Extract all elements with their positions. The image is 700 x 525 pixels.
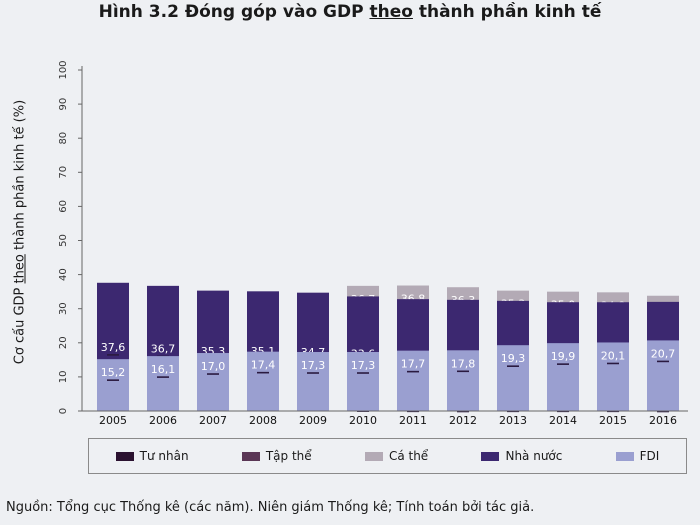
x-tick-label: 2007 bbox=[199, 414, 227, 427]
data-label: 37,6 bbox=[101, 341, 126, 354]
x-tick-label: 2008 bbox=[249, 414, 277, 427]
y-tick-label: 90 bbox=[58, 98, 69, 111]
title-underlined: theo bbox=[369, 2, 413, 22]
legend: Tư nhân Tập thể Cá thể Nhà nước FDI bbox=[88, 438, 687, 474]
legend-item: Tư nhân bbox=[115, 449, 189, 463]
legend-swatch bbox=[241, 451, 260, 461]
y-tick-label: 0 bbox=[58, 408, 69, 414]
y-tick-label: 40 bbox=[58, 268, 69, 281]
data-label: 17,7 bbox=[401, 358, 426, 371]
data-label: 17,4 bbox=[251, 359, 276, 372]
data-label: 20,7 bbox=[651, 347, 676, 360]
legend-item: Nhà nước bbox=[481, 449, 562, 463]
data-label: 15,2 bbox=[101, 366, 126, 379]
legend-swatch bbox=[481, 451, 500, 461]
source-note: Nguồn: Tổng cục Thống kê (các năm). Niên… bbox=[6, 500, 535, 515]
x-tick-label: 2006 bbox=[149, 414, 177, 427]
y-tick-label: 30 bbox=[58, 302, 69, 315]
title-suffix: thành phần kinh tế bbox=[412, 2, 602, 22]
bar-segment bbox=[397, 350, 429, 411]
legend-item: Cá thể bbox=[364, 449, 429, 463]
data-label: 17,8 bbox=[451, 357, 476, 370]
x-tick-label: 2013 bbox=[499, 414, 527, 427]
bar-segment bbox=[147, 356, 179, 411]
x-tick-label: 2005 bbox=[99, 414, 127, 427]
legend-swatch bbox=[115, 451, 134, 461]
x-tick-label: 2016 bbox=[649, 414, 677, 427]
y-tick-label: 60 bbox=[58, 200, 69, 213]
bar-segment bbox=[547, 343, 579, 411]
legend-label: Nhà nước bbox=[505, 449, 563, 463]
data-label: 17,3 bbox=[301, 359, 326, 372]
data-label: 17,0 bbox=[201, 360, 226, 373]
x-tick-label: 2014 bbox=[549, 414, 577, 427]
data-label: 19,9 bbox=[551, 350, 576, 363]
legend-swatch bbox=[615, 451, 634, 461]
bar-segment bbox=[597, 342, 629, 411]
data-label: 17,3 bbox=[351, 359, 376, 372]
bar-segment bbox=[347, 352, 379, 411]
legend-label: Tư nhân bbox=[139, 449, 189, 463]
data-label: 19,3 bbox=[501, 352, 526, 365]
x-tick-label: 2011 bbox=[399, 414, 427, 427]
legend-label: Tập thể bbox=[265, 449, 312, 463]
stacked-bar-chart: 01020304050607080901008,56,732,137,615,2… bbox=[58, 60, 688, 427]
bar-segment bbox=[97, 359, 129, 411]
x-tick-label: 2010 bbox=[349, 414, 377, 427]
bar-segment bbox=[297, 352, 329, 411]
bar-segment bbox=[647, 340, 679, 411]
bar-segment bbox=[447, 350, 479, 411]
y-tick-label: 100 bbox=[58, 60, 69, 79]
chart-title: Hình 3.2 Đóng góp vào GDP theo thành phầ… bbox=[0, 2, 700, 22]
bar-segment bbox=[197, 353, 229, 411]
legend-item: FDI bbox=[615, 449, 660, 463]
x-tick-label: 2015 bbox=[599, 414, 627, 427]
x-tick-label: 2009 bbox=[299, 414, 327, 427]
y-tick-label: 70 bbox=[58, 166, 69, 179]
legend-swatch bbox=[364, 451, 383, 461]
legend-label: FDI bbox=[639, 449, 660, 463]
bar-segment bbox=[247, 351, 279, 411]
legend-item: Tập thể bbox=[241, 449, 312, 463]
data-label: 36,7 bbox=[151, 342, 176, 355]
data-label: 16,1 bbox=[151, 363, 176, 376]
y-tick-label: 20 bbox=[58, 336, 69, 349]
y-tick-label: 50 bbox=[58, 234, 69, 247]
y-tick-label: 80 bbox=[58, 132, 69, 145]
data-label: 20,1 bbox=[601, 349, 626, 362]
bar-segment bbox=[497, 345, 529, 411]
legend-label: Cá thể bbox=[388, 449, 429, 463]
x-tick-label: 2012 bbox=[449, 414, 477, 427]
title-prefix: Hình 3.2 Đóng góp vào GDP bbox=[98, 2, 370, 22]
y-tick-label: 10 bbox=[58, 371, 69, 384]
